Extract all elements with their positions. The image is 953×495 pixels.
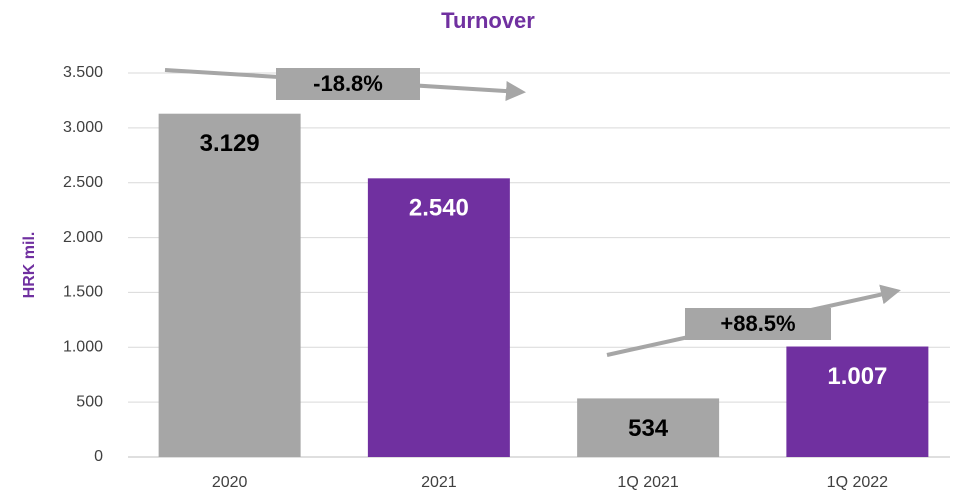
value-label: 2.540	[409, 195, 469, 222]
annotation-text: -18.8%	[313, 71, 383, 96]
x-tick-label: 2020	[212, 474, 248, 491]
annotation: -18.8%	[164, 68, 526, 101]
value-label: 3.129	[200, 130, 260, 157]
y-tick-label: 3.000	[63, 119, 103, 136]
y-tick-label: 2.000	[63, 229, 103, 246]
value-label: 534	[628, 415, 669, 442]
annotation-box	[685, 308, 831, 340]
annotation-text: +88.5%	[720, 311, 795, 336]
bar	[158, 113, 301, 457]
x-tick-label: 1Q 2021	[617, 474, 678, 491]
y-tick-label: 3.500	[63, 64, 103, 81]
y-tick-label: 1.500	[63, 284, 103, 301]
annotation-box	[276, 68, 420, 100]
value-label: 1.007	[827, 363, 887, 390]
annotation: +88.5%	[606, 284, 901, 357]
y-axis-label: HRK mil.	[21, 232, 38, 299]
bars: 3.129 2.540 534 1.007	[158, 113, 929, 457]
y-tick-label: 1.000	[63, 339, 103, 356]
y-tick-label: 500	[76, 393, 103, 410]
bar	[786, 346, 929, 457]
x-tick-label: 1Q 2022	[827, 474, 888, 491]
bar	[577, 398, 720, 457]
chart-title: Turnover	[441, 8, 535, 33]
x-tick-label: 2021	[421, 474, 457, 491]
y-tick-label: 2.500	[63, 174, 103, 191]
y-tick-label: 0	[94, 448, 103, 465]
bar	[367, 178, 510, 457]
